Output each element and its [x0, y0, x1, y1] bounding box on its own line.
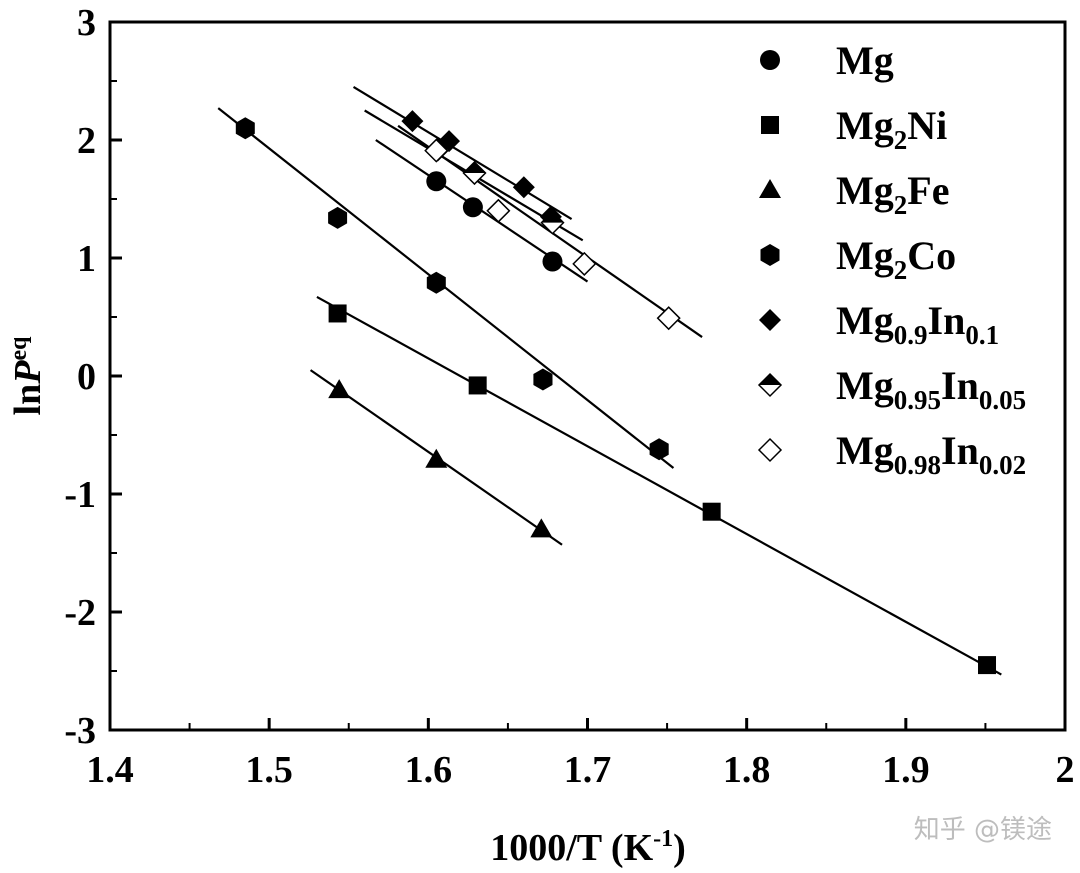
data-point-series-2: [530, 518, 553, 538]
data-point-series-3: [235, 117, 255, 140]
data-point-series-3: [649, 438, 669, 461]
data-point-series-6: [486, 198, 511, 223]
data-point-series-6: [656, 306, 681, 331]
legend-label-1: Mg2Ni: [836, 103, 947, 155]
legend-label-5: Mg0.95In0.05: [836, 363, 1026, 415]
x-tick-label: 1.7: [564, 749, 612, 791]
y-axis-ticks: -3 -2 -1 0 1 2 3: [64, 2, 122, 752]
legend-marker-1: [761, 116, 779, 134]
watermark: 知乎 @镁途: [914, 815, 1052, 845]
data-point-series-0: [426, 171, 447, 192]
fit-line-series-3: [217, 107, 675, 469]
x-tick-label: 1.4: [86, 749, 134, 791]
data-point-series-4: [512, 176, 535, 199]
legend-marker-4: [759, 309, 781, 331]
legend-label-3: Mg2Co: [836, 233, 956, 285]
x-tick-label: 1.9: [882, 749, 930, 791]
legend-marker-5: [757, 372, 783, 398]
legend-marker-0: [760, 50, 780, 70]
y-tick-label: -2: [64, 592, 96, 634]
y-axis-title: lnPeq: [6, 336, 49, 416]
data-point-series-6: [424, 138, 449, 163]
y-tick-label: 0: [77, 356, 96, 398]
data-point-series-4: [401, 110, 424, 133]
data-point-series-0: [542, 251, 563, 272]
legend-marker-3: [760, 244, 780, 266]
data-point-series-3: [426, 271, 446, 294]
legend-label-4: Mg0.9In0.1: [836, 298, 999, 350]
y-tick-label: 2: [77, 120, 96, 162]
x-tick-label: 1.6: [405, 749, 453, 791]
data-point-series-1: [328, 304, 347, 323]
fit-line-series-1: [316, 295, 1002, 676]
legend-marker-2: [759, 179, 781, 198]
data-point-series-0: [462, 197, 483, 218]
x-tick-label: 1.8: [723, 749, 771, 791]
data-point-series-3: [533, 368, 553, 391]
y-tick-label: -3: [64, 710, 96, 752]
data-point-series-1: [702, 502, 721, 521]
legend-label-0: Mg: [836, 38, 894, 83]
x-tick-label: 2: [1056, 749, 1075, 791]
data-point-series-5: [462, 160, 487, 186]
data-point-series-5: [540, 210, 565, 235]
data-point-series-1: [978, 656, 997, 675]
data-point-series-1: [468, 376, 487, 395]
data-point-series-3: [328, 206, 348, 229]
data-point-series-2: [425, 448, 448, 468]
data-point-series-6: [572, 251, 597, 276]
x-axis-title: 1000/T (K-1): [490, 826, 686, 869]
legend: Mg Mg2Ni Mg2Fe Mg2Co Mg0.9In0.1 Mg0.95In0.05 M…: [757, 38, 1026, 480]
x-tick-label: 1.5: [245, 749, 293, 791]
x-axis-ticks: 1.4 1.5 1.6 1.7 1.8 1.9 2: [86, 718, 1075, 791]
y-tick-label: 1: [77, 238, 96, 280]
y-tick-label: -1: [64, 474, 96, 516]
data-markers: [235, 110, 997, 675]
legend-label-6: Mg0.98In0.02: [836, 428, 1026, 480]
legend-marker-6: [757, 437, 783, 463]
y-tick-label: 3: [77, 2, 96, 44]
data-point-series-2: [328, 379, 351, 399]
legend-label-2: Mg2Fe: [836, 168, 949, 220]
fit-line-series-4: [352, 85, 573, 221]
